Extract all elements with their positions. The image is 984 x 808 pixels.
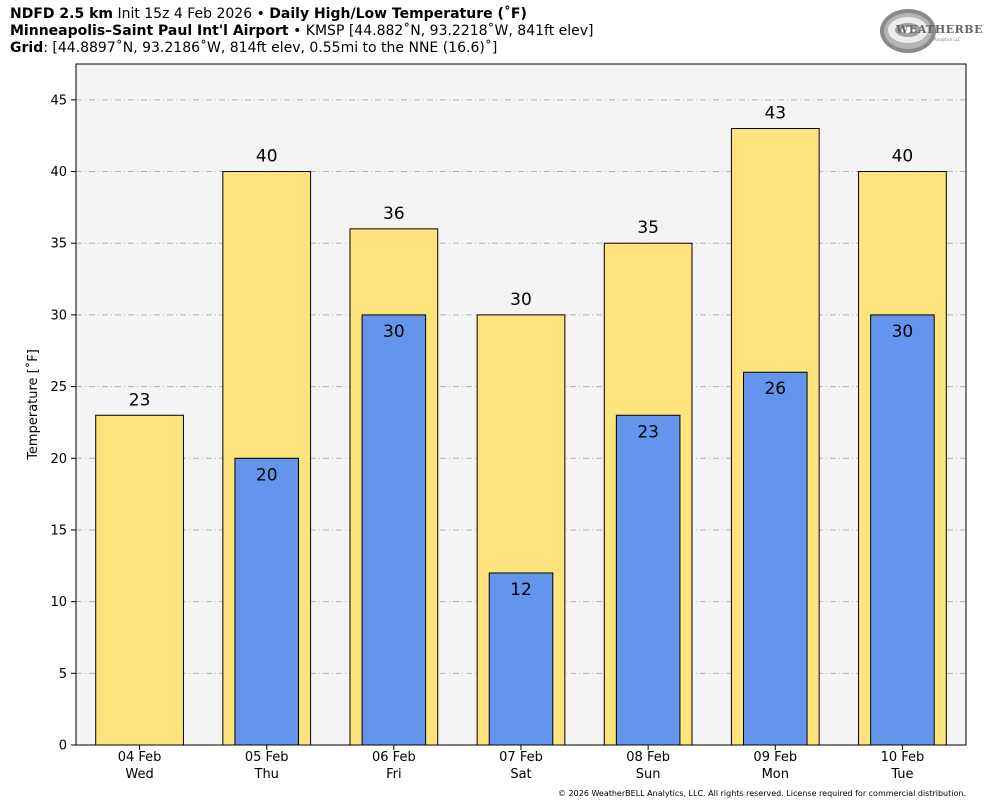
- y-axis: 0 5 10 15 20 25 30 35 40 45: [50, 93, 76, 754]
- x-tick-day: Sat: [510, 767, 531, 782]
- high-temp-label: 40: [892, 147, 914, 167]
- x-tick-date: 06 Feb: [372, 750, 416, 765]
- low-temp-label: 20: [256, 465, 278, 485]
- copyright-notice: © 2026 WeatherBELL Analytics, LLC. All r…: [558, 789, 966, 798]
- y-tick-label: 15: [50, 523, 67, 538]
- header-line-3: Grid: [44.8897˚N, 93.2186˚W, 814ft elev,…: [10, 40, 594, 57]
- y-tick-label: 0: [59, 739, 67, 754]
- chart-header: NDFD 2.5 km Init 15z 4 Feb 2026 • Daily …: [10, 6, 594, 57]
- x-tick-day: Fri: [386, 767, 402, 782]
- weatherbell-logo: WEATHERBELL Analytics LLC: [878, 6, 984, 56]
- x-tick-date: 09 Feb: [753, 750, 797, 765]
- y-tick-label: 10: [50, 595, 67, 610]
- high-temp-bar: [95, 414, 184, 746]
- x-tick-date: 04 Feb: [118, 750, 162, 765]
- product-title: Daily High/Low Temperature (˚F): [269, 6, 527, 22]
- init-time: Init 15z 4 Feb 2026: [117, 6, 253, 22]
- x-tick-date: 07 Feb: [499, 750, 543, 765]
- high-temp-label: 43: [764, 104, 786, 124]
- x-tick-day: Wed: [125, 767, 153, 782]
- low-temp-bar: [615, 414, 681, 746]
- grid-details: : [44.8897˚N, 93.2186˚W, 814ft elev, 0.5…: [43, 40, 498, 56]
- y-axis-label: Temperature [˚F]: [25, 349, 41, 461]
- bullet-separator: •: [256, 6, 265, 22]
- x-tick-day: Mon: [762, 767, 789, 782]
- high-temp-label: 36: [383, 204, 405, 224]
- high-temp-label: 40: [256, 147, 278, 167]
- header-line-2: Minneapolis–Saint Paul Int'l Airport • K…: [10, 23, 594, 40]
- plot-frame: [75, 63, 967, 746]
- low-temp-bar: [488, 572, 554, 746]
- station-name: Minneapolis–Saint Paul Int'l Airport: [10, 23, 289, 39]
- low-temp-bar: [361, 314, 427, 746]
- y-tick-label: 30: [50, 308, 67, 323]
- high-temp-label: 30: [510, 290, 532, 310]
- low-temp-label: 12: [510, 580, 532, 600]
- logo-subtext: Analytics LLC: [934, 37, 961, 42]
- y-tick-label: 5: [59, 667, 67, 682]
- y-tick-label: 45: [50, 93, 67, 108]
- low-temp-bar: [743, 371, 808, 746]
- bars: [95, 128, 947, 746]
- grid-label: Grid: [10, 40, 44, 56]
- y-tick-label: 35: [50, 237, 67, 252]
- low-temp-bar: [234, 457, 300, 746]
- model-name: NDFD 2.5 km: [10, 6, 113, 22]
- x-axis: 04 Feb Wed 05 Feb Thu 06 Feb Fri 07 Feb Sat 08 F…: [118, 745, 925, 782]
- x-tick-day: Thu: [254, 767, 279, 782]
- x-tick-date: 08 Feb: [626, 750, 670, 765]
- low-temp-label: 26: [764, 379, 786, 399]
- y-tick-label: 20: [50, 452, 67, 467]
- x-tick-day: Sun: [636, 767, 661, 782]
- x-tick-day: Tue: [890, 767, 913, 782]
- y-tick-label: 40: [50, 165, 67, 180]
- x-tick-date: 05 Feb: [245, 750, 289, 765]
- logo-swirl-icon: [880, 9, 936, 53]
- bullet-separator: •: [293, 23, 302, 39]
- low-temp-label: 30: [383, 322, 405, 342]
- low-temp-bar: [870, 314, 935, 746]
- high-temp-label: 23: [129, 390, 151, 410]
- logo-text: WEATHERBELL: [896, 23, 984, 36]
- header-line-1: NDFD 2.5 km Init 15z 4 Feb 2026 • Daily …: [10, 6, 594, 23]
- data-labels: 23 40 36 30 35 43 40 20 30 12 23 26 30: [129, 104, 913, 600]
- x-tick-date: 10 Feb: [881, 750, 925, 765]
- low-temp-label: 30: [892, 322, 914, 342]
- high-temp-label: 35: [637, 218, 659, 238]
- y-tick-label: 25: [50, 380, 67, 395]
- station-details: KMSP [44.882˚N, 93.2218˚W, 841ft elev]: [305, 23, 594, 39]
- low-temp-label: 23: [637, 422, 659, 442]
